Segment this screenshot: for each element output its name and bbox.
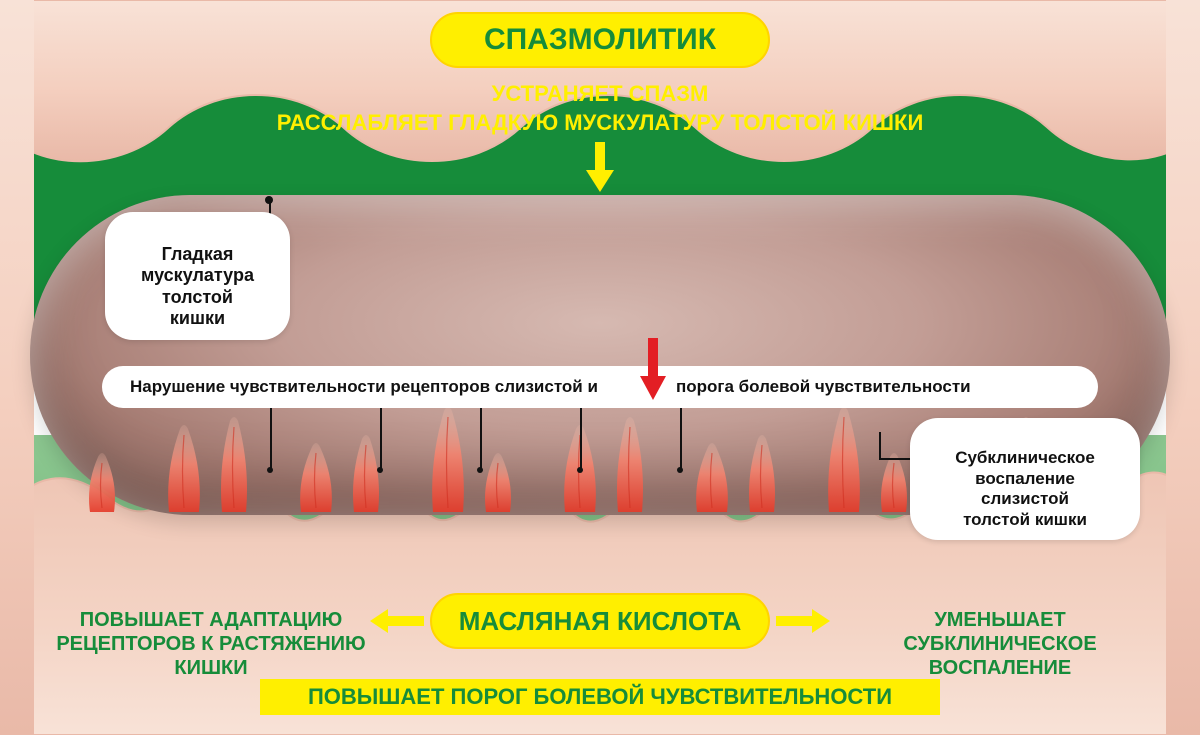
receptor-tick-dot (267, 467, 273, 473)
left-effect: ПОВЫШАЕТ АДАПТАЦИЮ РЕЦЕПТОРОВ К РАСТЯЖЕН… (52, 584, 370, 680)
bottom-yellow-strip: ПОВЫШАЕТ ПОРОГ БОЛЕВОЙ ЧУВСТВИТЕЛЬНОСТИ (260, 679, 940, 715)
receptor-tick-dot (577, 467, 583, 473)
receptor-tick-dot (377, 467, 383, 473)
bottom-pill: МАСЛЯНАЯ КИСЛОТА (430, 593, 770, 649)
pointer-smooth-muscle-dot (265, 196, 273, 204)
top-sub-line1: УСТРАНЯЕТ СПАЗМ (160, 80, 1040, 109)
pointer-inflammation-h (879, 458, 913, 460)
top-subtitle: УСТРАНЯЕТ СПАЗМ РАССЛАБЛЯЕТ ГЛАДКУЮ МУСК… (160, 80, 1040, 137)
top-pill: СПАЗМОЛИТИК (430, 12, 770, 68)
right-effect-text: УМЕНЬШАЕТ СУБКЛИНИЧЕСКОЕ ВОСПАЛЕНИЕ (903, 609, 1096, 679)
receptor-tick-dot (477, 467, 483, 473)
label-smooth-muscle: Гладкая мускулатура толстой кишки (105, 212, 290, 340)
arrow-down-yellow (586, 142, 614, 197)
top-pill-label: СПАЗМОЛИТИК (484, 23, 716, 57)
receptor-tick (580, 406, 582, 470)
arrow-down-red (640, 338, 666, 405)
label-inflammation: Субклиническое воспаление слизистой толс… (910, 418, 1140, 540)
arrow-left-yellow (370, 609, 424, 638)
smooth-muscle-text: Гладкая мускулатура толстой кишки (141, 244, 254, 329)
receptor-tick (680, 406, 682, 470)
receptor-right-text: порога болевой чувствительности (676, 377, 971, 397)
receptor-left-text: Нарушение чувствительности рецепторов сл… (130, 377, 598, 397)
arrow-right-yellow (776, 609, 830, 638)
left-effect-text: ПОВЫШАЕТ АДАПТАЦИЮ РЕЦЕПТОРОВ К РАСТЯЖЕН… (56, 609, 365, 679)
receptor-tick-dot (677, 467, 683, 473)
receptor-bar: Нарушение чувствительности рецепторов сл… (102, 366, 1098, 408)
bottom-bar-text: ПОВЫШАЕТ ПОРОГ БОЛЕВОЙ ЧУВСТВИТЕЛЬНОСТИ (308, 684, 892, 710)
pointer-inflammation (879, 432, 881, 460)
inflammation-text: Субклиническое воспаление слизистой толс… (955, 448, 1095, 528)
receptor-tick (380, 406, 382, 470)
medical-infographic: СПАЗМОЛИТИК УСТРАНЯЕТ СПАЗМ РАССЛАБЛЯЕТ … (0, 0, 1200, 735)
right-effect: УМЕНЬШАЕТ СУБКЛИНИЧЕСКОЕ ВОСПАЛЕНИЕ (850, 584, 1150, 680)
bottom-pill-label: МАСЛЯНАЯ КИСЛОТА (459, 606, 741, 637)
receptor-tick (480, 406, 482, 470)
receptor-tick (270, 406, 272, 470)
top-sub-line2: РАССЛАБЛЯЕТ ГЛАДКУЮ МУСКУЛАТУРУ ТОЛСТОЙ … (160, 109, 1040, 138)
